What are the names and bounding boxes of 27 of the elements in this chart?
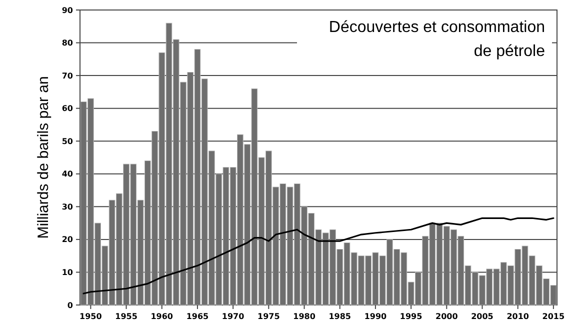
x-tick-label: 1985 — [328, 312, 352, 321]
x-tick-label: 1990 — [364, 312, 388, 321]
y-tick-label: 50 — [62, 136, 74, 146]
y-tick-label: 10 — [62, 268, 74, 278]
x-tick-label: 1965 — [186, 312, 210, 321]
y-tick-label: 20 — [62, 235, 74, 244]
x-tick-label: 1955 — [115, 312, 138, 321]
x-tick-label: 1960 — [150, 312, 174, 321]
y-tick-label: 70 — [62, 71, 74, 80]
x-tick-label: 2005 — [471, 312, 494, 321]
x-tick-label: 2015 — [542, 312, 566, 321]
x-tick-label: 2010 — [506, 312, 530, 321]
x-tick-label: 2000 — [436, 312, 458, 321]
y-tick-label: 0 — [67, 300, 74, 310]
x-tick-label: 1980 — [293, 312, 316, 321]
y-tick-label: 60 — [62, 104, 74, 114]
y-tick-label: 40 — [62, 170, 74, 179]
text: Découvertes et consommation de pétrole — [328, 19, 546, 60]
x-tick-label: 1975 — [258, 312, 280, 321]
x-tick-label: 1950 — [80, 312, 102, 321]
y-tick-label: 90 — [62, 6, 74, 15]
y-axis-title: Milliards de barils par an — [35, 76, 52, 239]
x-tick-label: 1970 — [222, 312, 245, 321]
x-tick-label: 1995 — [400, 312, 423, 321]
y-tick-label: 80 — [62, 38, 74, 48]
y-tick-label: 30 — [62, 202, 74, 212]
line-series — [82, 217, 554, 294]
